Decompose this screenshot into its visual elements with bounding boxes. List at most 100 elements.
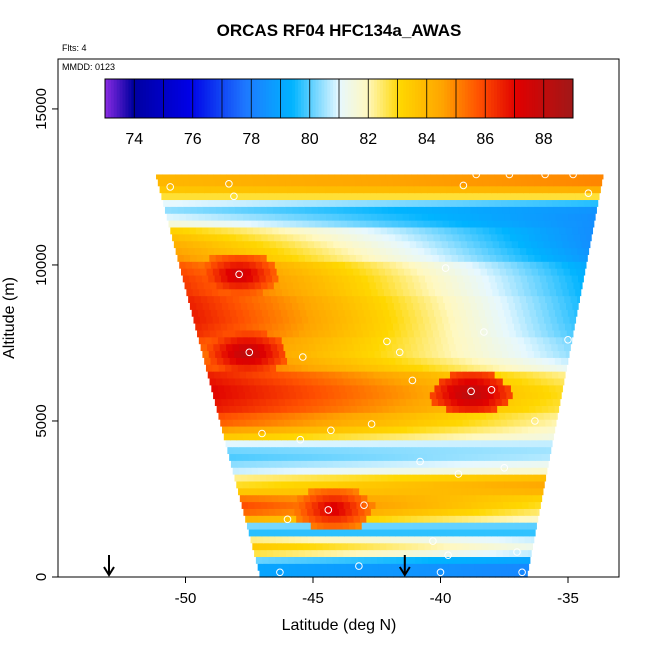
- heat-cell: [421, 213, 429, 221]
- heat-cell: [331, 309, 339, 317]
- heat-cell: [567, 233, 575, 242]
- heat-cell: [509, 501, 517, 509]
- heat-cell: [258, 419, 266, 427]
- heat-cell: [530, 213, 538, 221]
- heat-cell: [196, 178, 204, 187]
- colorbar-swatch: [374, 79, 378, 118]
- heat-cell: [521, 377, 529, 386]
- heat-cell: [224, 384, 232, 393]
- heat-cell: [182, 247, 189, 255]
- heat-cell: [487, 174, 495, 180]
- heat-cell: [494, 322, 502, 331]
- heat-cell: [350, 357, 358, 365]
- heat-cell: [504, 508, 512, 516]
- heat-cell: [472, 384, 480, 393]
- heat-cell: [263, 192, 271, 201]
- heat-cell: [486, 316, 494, 324]
- heat-cell: [313, 384, 321, 393]
- heat-cell: [507, 371, 515, 379]
- heat-cell: [346, 439, 354, 448]
- heat-cell: [331, 453, 339, 461]
- heat-cell: [361, 474, 369, 482]
- heat-cell: [344, 405, 352, 413]
- heat-cell: [313, 508, 321, 516]
- heat-cell: [417, 391, 425, 400]
- heat-cell: [434, 336, 442, 345]
- heat-cell: [420, 453, 428, 461]
- heat-cell: [223, 309, 231, 317]
- heat-cell: [335, 371, 343, 379]
- colorbar-swatch: [251, 79, 255, 118]
- heat-cell: [393, 178, 401, 187]
- heat-cell: [386, 542, 394, 551]
- heat-cell: [232, 268, 239, 276]
- heat-cell: [302, 391, 310, 400]
- heat-cell: [503, 453, 511, 461]
- heat-cell: [388, 329, 396, 338]
- heat-cell: [410, 563, 418, 571]
- heat-cell: [235, 329, 243, 338]
- heat-cell: [433, 453, 441, 461]
- heat-cell: [500, 174, 508, 180]
- heat-cell: [456, 247, 464, 255]
- heat-cell: [306, 185, 314, 194]
- heat-cell: [266, 474, 274, 482]
- heat-cell: [197, 281, 205, 290]
- heat-cell: [467, 240, 475, 249]
- heat-cell: [539, 446, 547, 455]
- heat-cell: [258, 199, 266, 207]
- heat-cell: [464, 549, 472, 558]
- heat-cell: [342, 570, 350, 578]
- colorbar-swatch: [441, 79, 445, 118]
- heat-cell: [413, 501, 421, 509]
- heat-cell: [239, 295, 247, 303]
- heat-cell: [391, 174, 399, 180]
- heat-cell: [296, 247, 304, 255]
- heat-cell: [392, 419, 400, 427]
- heat-cell: [510, 528, 518, 537]
- heat-cell: [490, 329, 498, 338]
- heat-cell: [353, 439, 361, 448]
- heat-cell: [595, 174, 603, 180]
- heat-cell: [463, 322, 470, 331]
- heat-cell: [410, 192, 417, 201]
- heat-cell: [574, 213, 582, 221]
- heat-cell: [436, 268, 443, 276]
- heat-cell: [428, 213, 436, 221]
- heat-cell: [314, 487, 322, 496]
- colorbar-swatch: [570, 79, 574, 118]
- heat-cell: [202, 226, 210, 235]
- heat-cell: [371, 535, 379, 544]
- heat-cell: [465, 480, 473, 489]
- heat-cell: [497, 261, 505, 269]
- heat-cell: [543, 364, 551, 372]
- heat-cell: [208, 178, 216, 187]
- heat-cell: [292, 206, 300, 214]
- heat-cell: [342, 446, 350, 455]
- heat-cell: [240, 474, 248, 482]
- heat-cell: [348, 199, 356, 207]
- heat-cell: [426, 501, 434, 509]
- heat-cell: [248, 528, 256, 537]
- heat-cell: [460, 535, 468, 544]
- heat-cell: [469, 226, 477, 235]
- heat-cell: [518, 364, 526, 372]
- heat-cell: [454, 460, 462, 468]
- heat-cell: [400, 254, 408, 262]
- heat-cell: [245, 515, 253, 523]
- heat-cell: [335, 322, 343, 331]
- heat-cell: [410, 268, 418, 276]
- heat-cell: [307, 508, 315, 516]
- heat-cell: [461, 391, 469, 400]
- heat-cell: [521, 254, 529, 262]
- heat-cell: [459, 309, 467, 317]
- heat-cell: [572, 254, 580, 262]
- heat-cell: [376, 432, 384, 441]
- heat-cell: [454, 364, 462, 372]
- heat-cell: [482, 226, 490, 235]
- heat-cell: [294, 556, 302, 564]
- colorbar-swatch: [210, 79, 214, 118]
- heat-cell: [472, 261, 480, 269]
- heat-cell: [269, 412, 277, 420]
- heat-cell: [284, 494, 292, 503]
